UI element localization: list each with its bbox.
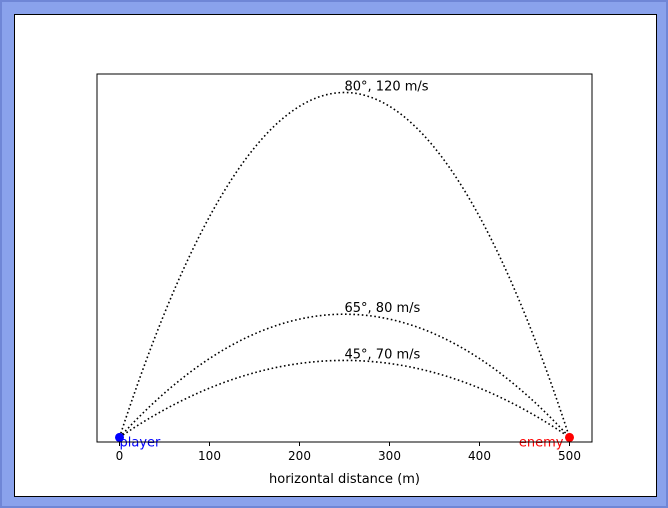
- player-marker: [115, 432, 124, 442]
- trajectory-label-3: 80°, 120 m/s: [345, 80, 429, 95]
- plot-layer: 45°, 70 m/s 65°, 80 m/s 80°, 120 m/s player…: [115, 80, 574, 450]
- x-tick-label-500: 500: [558, 449, 581, 463]
- enemy-marker: [565, 432, 574, 442]
- figure-canvas: 45°, 70 m/s 65°, 80 m/s 80°, 120 m/s player…: [14, 14, 657, 497]
- x-tick-label-100: 100: [198, 449, 221, 463]
- enemy-label: enemy: [519, 435, 564, 450]
- x-tick-label-0: 0: [116, 449, 124, 463]
- x-ticks: 0 100 200 300 400 500: [116, 442, 581, 463]
- x-tick-label-300: 300: [378, 449, 401, 463]
- trajectory-label-1: 45°, 70 m/s: [345, 347, 421, 362]
- trajectory-chart: 45°, 70 m/s 65°, 80 m/s 80°, 120 m/s player…: [96, 73, 593, 487]
- x-axis-label: horizontal distance (m): [269, 472, 420, 487]
- trajectory-line-1: [119, 359, 570, 439]
- axes-box: [96, 73, 593, 443]
- trajectory-line-3: [118, 91, 571, 438]
- player-label: player: [120, 435, 162, 450]
- trajectory-line-2: [118, 313, 571, 438]
- x-tick-label-200: 200: [288, 449, 311, 463]
- trajectory-label-2: 65°, 80 m/s: [345, 301, 421, 316]
- x-tick-label-400: 400: [468, 449, 491, 463]
